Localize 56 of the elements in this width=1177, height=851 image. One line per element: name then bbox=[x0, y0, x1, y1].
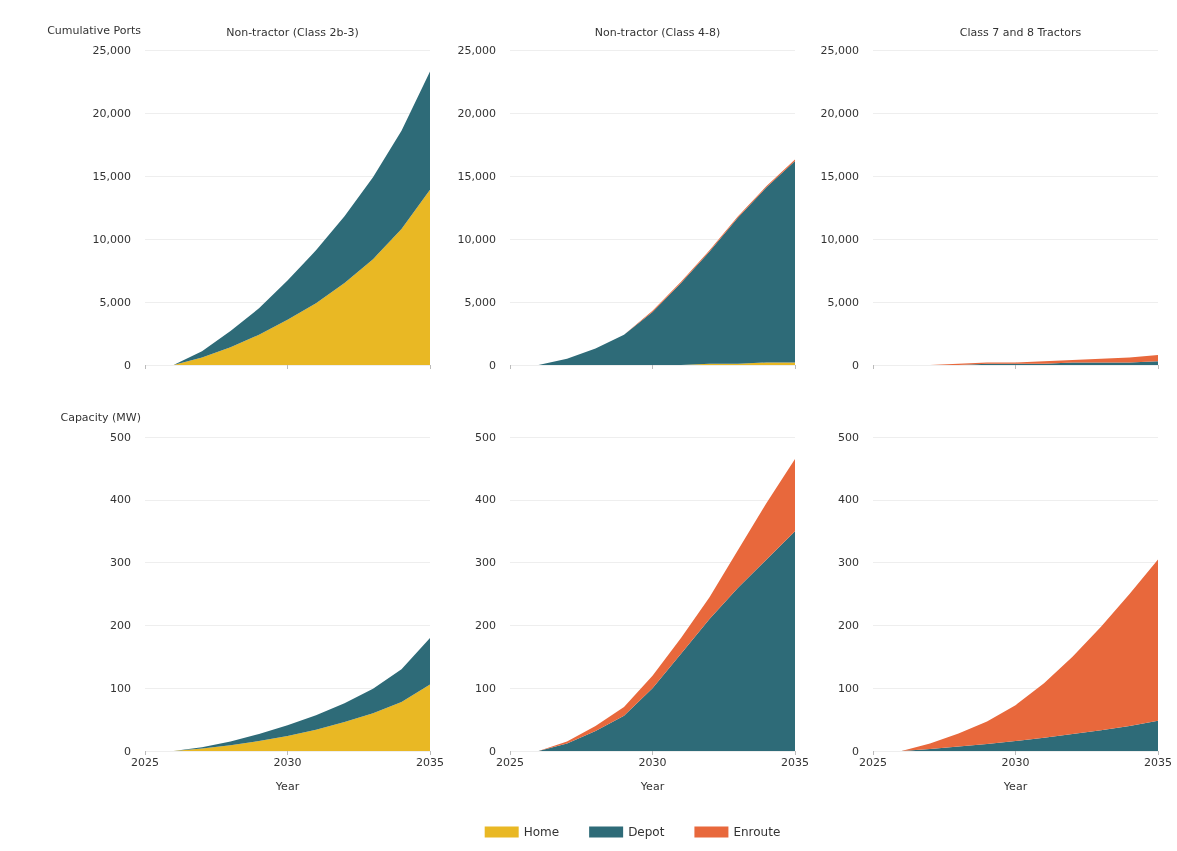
x-tick-label: 2030 bbox=[638, 756, 667, 769]
y-tick-label: 15,000 bbox=[457, 169, 496, 183]
y-tick-label: 5,000 bbox=[827, 295, 859, 309]
y-tick-label: 15,000 bbox=[92, 169, 131, 183]
y-tick-label: 25,000 bbox=[457, 43, 496, 57]
x-tick-label: 2025 bbox=[859, 756, 887, 769]
y-tick-label: 25,000 bbox=[92, 43, 131, 57]
y-tick-label: 500 bbox=[475, 430, 496, 444]
y-tick-label: 0 bbox=[489, 744, 496, 758]
chart-title: Non-tractor (Class 2b-3) bbox=[226, 26, 359, 39]
x-tick-label: 2030 bbox=[1001, 756, 1030, 769]
y-tick-label: 300 bbox=[838, 556, 859, 570]
y-tick-label: 100 bbox=[838, 681, 859, 695]
y-tick-label: 0 bbox=[124, 744, 131, 758]
y-axis-title: Capacity (MW) bbox=[60, 411, 141, 424]
y-tick-label: 0 bbox=[852, 358, 859, 372]
y-tick-label: 100 bbox=[475, 681, 496, 695]
y-tick-label: 400 bbox=[475, 493, 496, 507]
chart-title: Non-tractor (Class 4-8) bbox=[594, 26, 721, 39]
legend-label: Depot bbox=[628, 825, 665, 839]
y-tick-label: 0 bbox=[489, 358, 496, 372]
y-tick-label: 300 bbox=[475, 556, 496, 570]
y-tick-label: 20,000 bbox=[457, 106, 496, 120]
x-axis-title: Year bbox=[1002, 780, 1028, 793]
x-axis-title: Year bbox=[639, 780, 665, 793]
x-tick-label: 2030 bbox=[273, 756, 302, 769]
y-tick-label: 100 bbox=[110, 681, 131, 695]
y-tick-label: 200 bbox=[110, 618, 131, 632]
y-tick-label: 10,000 bbox=[92, 232, 131, 246]
legend-label: Home bbox=[523, 825, 560, 839]
y-tick-label: 5,000 bbox=[464, 295, 496, 309]
y-tick-label: 400 bbox=[110, 493, 131, 507]
y-tick-label: 0 bbox=[124, 358, 131, 372]
y-tick-label: 300 bbox=[110, 556, 131, 570]
y-axis-title: Cumulative Ports bbox=[47, 24, 142, 37]
y-tick-label: 20,000 bbox=[820, 106, 859, 120]
x-tick-label: 2025 bbox=[496, 756, 524, 769]
x-axis-title: Year bbox=[274, 780, 300, 793]
y-tick-label: 5,000 bbox=[99, 295, 131, 309]
y-tick-label: 0 bbox=[852, 744, 859, 758]
x-tick-label: 2025 bbox=[131, 756, 159, 769]
y-tick-label: 200 bbox=[838, 618, 859, 632]
y-tick-label: 500 bbox=[838, 430, 859, 444]
x-tick-label: 2035 bbox=[781, 756, 809, 769]
x-tick-label: 2035 bbox=[1144, 756, 1172, 769]
y-tick-label: 10,000 bbox=[820, 232, 859, 246]
y-tick-label: 25,000 bbox=[820, 43, 859, 57]
y-tick-label: 500 bbox=[110, 430, 131, 444]
y-tick-label: 15,000 bbox=[820, 169, 859, 183]
y-tick-label: 400 bbox=[838, 493, 859, 507]
legend-label: Enroute bbox=[733, 825, 781, 839]
y-tick-label: 20,000 bbox=[92, 106, 131, 120]
x-tick-label: 2035 bbox=[416, 756, 444, 769]
chart-title: Class 7 and 8 Tractors bbox=[959, 26, 1082, 39]
y-tick-label: 200 bbox=[475, 618, 496, 632]
y-tick-label: 10,000 bbox=[457, 232, 496, 246]
